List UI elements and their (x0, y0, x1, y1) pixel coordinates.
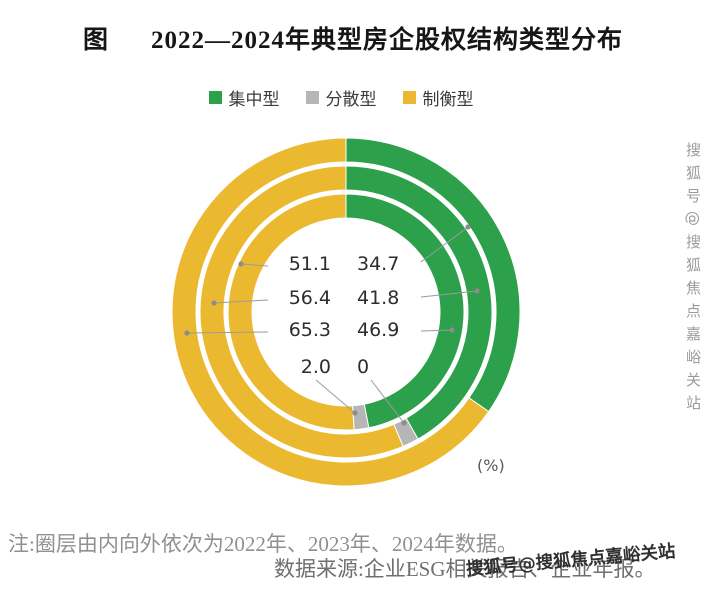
footnote-source: 数据来源:企业ESG相关报告、企业年报。 (274, 557, 656, 581)
title-figure-label: 图 (82, 27, 109, 54)
leader-line-6 (315, 379, 356, 414)
leader-line-7 (370, 379, 405, 424)
value-concentrated-2024: 34.7 (357, 253, 400, 275)
leader-line-5 (420, 329, 453, 332)
value-balanced-2024: 65.3 (288, 319, 331, 341)
leader-line-4 (420, 290, 478, 298)
legend-item-concentrated: 集中型 (208, 85, 280, 110)
title-text: 2022—2024年典型房企股权结构类型分布 (151, 27, 624, 54)
leader-dot-4 (474, 288, 480, 294)
leader-dot-7 (401, 420, 407, 426)
leader-dot-6 (352, 410, 358, 416)
value-dispersed-2024: 0 (357, 356, 370, 378)
leader-dot-0 (238, 261, 244, 267)
footnote-rings: 注:圈层由内向外依次为2022年、2023年、2024年数据。 (8, 532, 518, 556)
legend-swatch-dispersed (305, 91, 319, 104)
leader-dot-1 (211, 300, 217, 306)
leader-line-1 (213, 299, 269, 304)
leader-dot-2 (184, 330, 190, 336)
legend-label: 分散型 (325, 90, 377, 109)
value-balanced-2022: 51.1 (288, 253, 331, 275)
leader-line-2 (186, 331, 269, 334)
legend-item-dispersed: 分散型 (305, 85, 377, 110)
watermark-vertical: 搜狐号@搜狐焦点嘉峪关站 (684, 142, 702, 418)
value-balanced-2023: 56.4 (288, 287, 331, 309)
value-concentrated-2022: 46.9 (357, 319, 400, 341)
leader-dot-5 (449, 327, 455, 333)
leader-dot-3 (465, 224, 471, 230)
legend-label: 制衡型 (422, 90, 474, 109)
legend-swatch-balanced (402, 91, 416, 104)
value-dispersed-2022: 2.0 (300, 356, 331, 378)
ring-2022-segment-2 (227, 193, 355, 431)
percent-unit-label: (%) (477, 456, 505, 475)
ring-2024-segment-2 (171, 137, 490, 487)
leader-line-3 (420, 226, 469, 263)
legend-label: 集中型 (228, 90, 280, 109)
ring-2023-segment-2 (199, 165, 404, 459)
chart-title: 图 2022—2024年典型房企股权结构类型分布 (0, 20, 706, 56)
legend-item-balanced: 制衡型 (402, 85, 474, 110)
legend: 集中型 分散型 制衡型 (0, 85, 694, 110)
value-concentrated-2023: 41.8 (357, 287, 400, 309)
leader-line-0 (240, 263, 269, 267)
legend-swatch-concentrated (208, 91, 222, 104)
